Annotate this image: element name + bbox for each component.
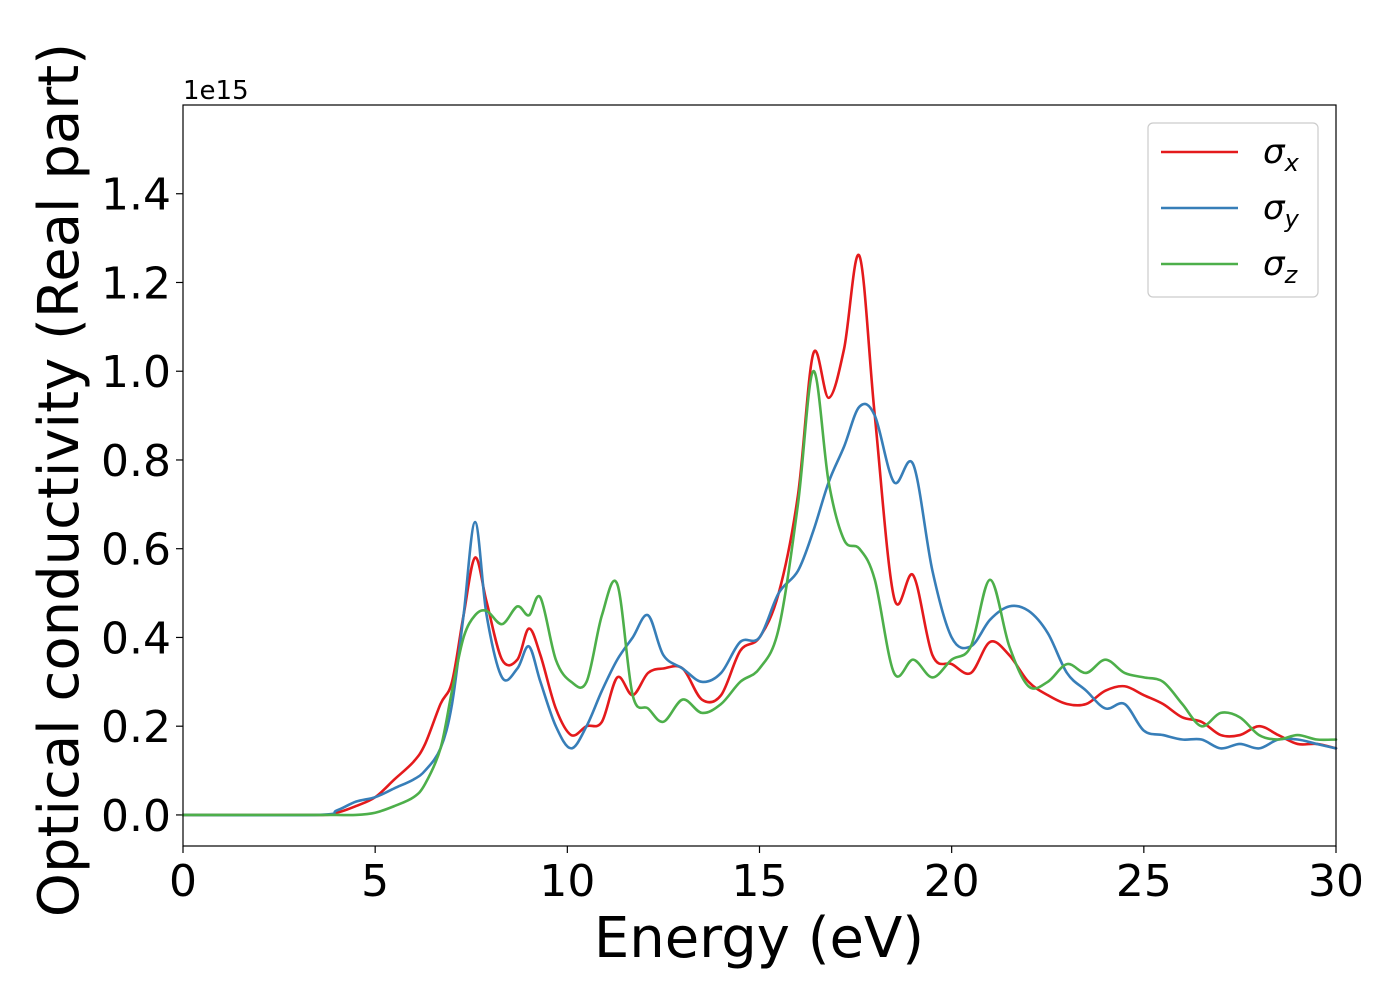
y-tick-label: 1.2 bbox=[101, 258, 171, 309]
x-axis-label: Energy (eV) bbox=[594, 906, 924, 971]
series-line-y bbox=[181, 402, 1338, 817]
y-tick-label: 0.8 bbox=[101, 436, 171, 487]
y-axis-label: Optical conductivity (Real part) bbox=[27, 43, 92, 917]
y-tick-label: 0.0 bbox=[101, 791, 171, 842]
x-tick-label: 15 bbox=[732, 856, 788, 907]
legend-box bbox=[1147, 122, 1319, 298]
x-axis-ticks: 0 5 10 15 20 25 30 bbox=[169, 846, 1364, 907]
y-tick-label: 0.6 bbox=[101, 525, 171, 576]
x-tick-label: 5 bbox=[361, 856, 389, 907]
y-tick-label: 1.4 bbox=[101, 170, 171, 221]
y-tick-label: 1.0 bbox=[101, 347, 171, 398]
x-tick-label: 10 bbox=[539, 856, 595, 907]
y-axis-offset-label: 1e15 bbox=[183, 76, 249, 106]
x-tick-label: 0 bbox=[169, 856, 197, 907]
x-tick-label: 25 bbox=[1116, 856, 1172, 907]
series-lines bbox=[181, 253, 1338, 817]
series-line-z bbox=[181, 369, 1338, 817]
plot-frame bbox=[182, 104, 1337, 847]
y-tick-label: 0.4 bbox=[101, 613, 171, 664]
y-tick-label: 0.2 bbox=[101, 702, 171, 753]
y-axis-ticks: 0.0 0.2 0.4 0.6 0.8 1.0 1.2 1.4 bbox=[101, 170, 183, 842]
x-tick-label: 30 bbox=[1308, 856, 1364, 907]
x-tick-label: 20 bbox=[924, 856, 980, 907]
legend-item-x: σx bbox=[1161, 132, 1300, 177]
